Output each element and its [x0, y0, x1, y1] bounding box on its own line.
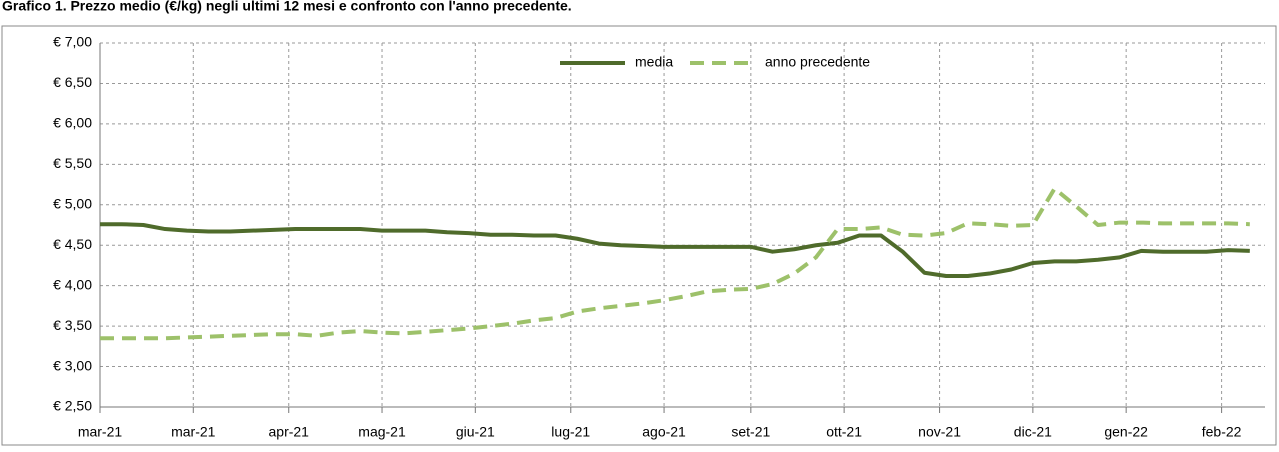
- x-tick-label: set-21: [731, 424, 770, 440]
- legend-label: media: [635, 54, 673, 70]
- x-tick-label: lug-21: [551, 424, 590, 440]
- x-tick-label: nov-21: [918, 424, 961, 440]
- y-tick-label: € 4,00: [53, 276, 92, 292]
- y-tick-label: € 3,00: [53, 357, 92, 373]
- y-tick-label: € 5,50: [53, 155, 92, 171]
- x-tick-label: dic-21: [1014, 424, 1052, 440]
- y-tick-label: € 3,50: [53, 317, 92, 333]
- y-tick-label: € 4,50: [53, 236, 92, 252]
- legend-label: anno precedente: [765, 54, 870, 70]
- series-line: [100, 186, 1250, 341]
- x-tick-label: giu-21: [456, 424, 495, 440]
- y-tick-label: € 6,50: [53, 74, 92, 90]
- x-tick-label: mar-21: [78, 424, 123, 440]
- x-tick-label: feb-22: [1202, 424, 1242, 440]
- series-line: [100, 222, 1250, 278]
- x-tick-label: mag-21: [358, 424, 406, 440]
- y-tick-label: € 7,00: [53, 34, 92, 50]
- x-tick-label: mar-21: [171, 424, 216, 440]
- x-tick-label: apr-21: [269, 424, 310, 440]
- y-tick-label: € 5,00: [53, 195, 92, 211]
- x-tick-label: gen-22: [1104, 424, 1148, 440]
- x-tick-label: ago-21: [642, 424, 686, 440]
- y-tick-label: € 2,50: [53, 398, 92, 414]
- chart-title: Grafico 1. Prezzo medio (€/kg) negli ult…: [2, 0, 572, 14]
- y-tick-label: € 6,00: [53, 115, 92, 131]
- x-tick-label: ott-21: [826, 424, 862, 440]
- chart-border: [1, 25, 1277, 446]
